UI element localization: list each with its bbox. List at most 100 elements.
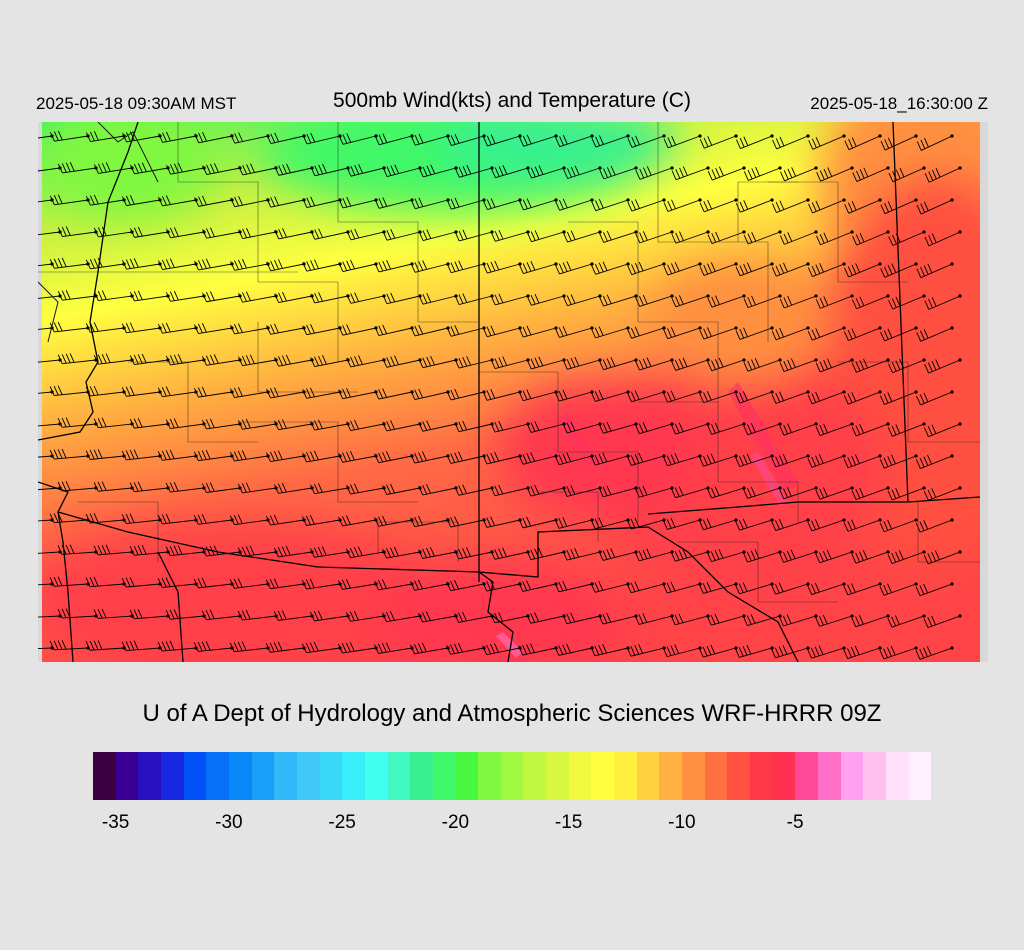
wind-barb — [230, 132, 270, 144]
wind-barb — [274, 228, 314, 240]
wind-barb — [772, 198, 810, 214]
colorbar-swatch — [636, 752, 660, 800]
wind-barb — [598, 421, 638, 434]
wind-barb — [202, 291, 242, 303]
wind-barb — [887, 614, 926, 628]
wind-barb — [742, 614, 782, 627]
wind-barb — [779, 422, 818, 436]
wind-barb — [85, 576, 126, 588]
colorbar-swatch — [772, 752, 796, 800]
wind-barb — [816, 166, 854, 182]
wind-barb — [815, 614, 854, 627]
wind-barb — [85, 640, 126, 651]
wind-barb — [590, 517, 630, 530]
wind-barb — [671, 422, 710, 435]
wind-barb — [706, 613, 746, 626]
wind-barb — [157, 386, 198, 398]
wind-barb — [338, 387, 378, 400]
wind-barb — [158, 195, 198, 207]
wind-barb — [879, 390, 918, 405]
wind-barb — [338, 324, 378, 336]
wind-barb — [879, 454, 918, 469]
wind-barb — [706, 549, 746, 563]
wind-barb — [743, 549, 782, 563]
wind-barb — [49, 448, 90, 460]
valid-time-utc: 2025-05-18_16:30:00 Z — [810, 94, 988, 113]
wind-barb — [57, 544, 98, 555]
wind-barb — [808, 134, 846, 150]
wind-barb — [410, 642, 450, 655]
colorbar-swatch — [500, 752, 524, 800]
wind-barb — [671, 294, 710, 308]
wind-barb — [736, 134, 774, 150]
wind-barb — [771, 326, 810, 341]
wind-barb — [699, 390, 738, 404]
colorbar-swatch — [546, 752, 569, 800]
wind-barb — [671, 357, 710, 371]
wind-barb — [591, 134, 630, 148]
wind-barb — [916, 326, 954, 342]
wind-barb — [122, 195, 162, 207]
wind-barb — [49, 640, 90, 651]
wind-barb — [194, 195, 234, 207]
wind-barb — [526, 293, 566, 306]
colorbar-swatch — [750, 752, 773, 800]
wind-barb — [346, 292, 386, 304]
wind-barb — [916, 134, 954, 151]
wind-barb — [880, 134, 918, 151]
wind-barb — [454, 229, 494, 242]
colorbar-tick-label: -20 — [441, 812, 470, 833]
colorbar-swatch — [93, 752, 116, 800]
wind-barb — [519, 198, 558, 211]
wind-barb — [94, 162, 134, 174]
wind-barb — [735, 390, 774, 404]
wind-barb — [527, 165, 566, 179]
wind-barb — [779, 549, 818, 563]
wind-barb — [635, 294, 674, 307]
wind-barb — [851, 614, 890, 628]
wind-barb — [743, 358, 782, 372]
colorbar-swatch — [682, 752, 705, 800]
wind-barb — [743, 294, 782, 309]
wind-barb — [670, 486, 710, 499]
wind-barb — [563, 230, 602, 243]
wind-barb — [671, 166, 710, 181]
wind-barb — [237, 609, 278, 621]
wind-barb — [518, 516, 558, 529]
wind-barb — [807, 454, 846, 468]
wind-barb — [699, 262, 738, 276]
wind-barb — [599, 294, 638, 307]
wind-barb — [157, 449, 198, 461]
wind-barb — [843, 582, 882, 596]
wind-barb — [851, 550, 890, 564]
wind-barb — [193, 514, 234, 525]
wind-barb — [345, 610, 386, 622]
wind-barb — [202, 227, 242, 239]
wind-barb — [735, 453, 774, 468]
wind-barb — [634, 422, 674, 435]
wind-barb — [418, 611, 458, 623]
wind-barb — [266, 132, 306, 145]
wind-barb — [807, 582, 846, 596]
wind-barb — [194, 258, 234, 271]
wind-barb — [554, 452, 594, 466]
colorbar-swatch — [274, 752, 297, 800]
credit-line: U of A Dept of Hydrology and Atmospheric… — [142, 700, 882, 727]
colorbar-swatch — [206, 752, 229, 800]
wind-barb — [482, 325, 522, 338]
wind-barb — [591, 261, 630, 275]
colorbar-swatch — [704, 752, 728, 800]
wind-barb — [627, 390, 666, 403]
wind-barb — [49, 257, 90, 269]
wind-barb — [490, 356, 530, 369]
wind-barb — [879, 645, 918, 660]
wind-barb — [93, 608, 134, 619]
colorbar-swatch — [138, 752, 161, 800]
colorbar-swatch — [364, 752, 388, 800]
wind-barb — [338, 579, 378, 590]
wind-barb — [274, 163, 314, 176]
wind-barb — [346, 546, 386, 559]
wind-barb — [699, 134, 738, 149]
wind-barb — [780, 166, 818, 182]
wind-barb — [663, 261, 702, 276]
